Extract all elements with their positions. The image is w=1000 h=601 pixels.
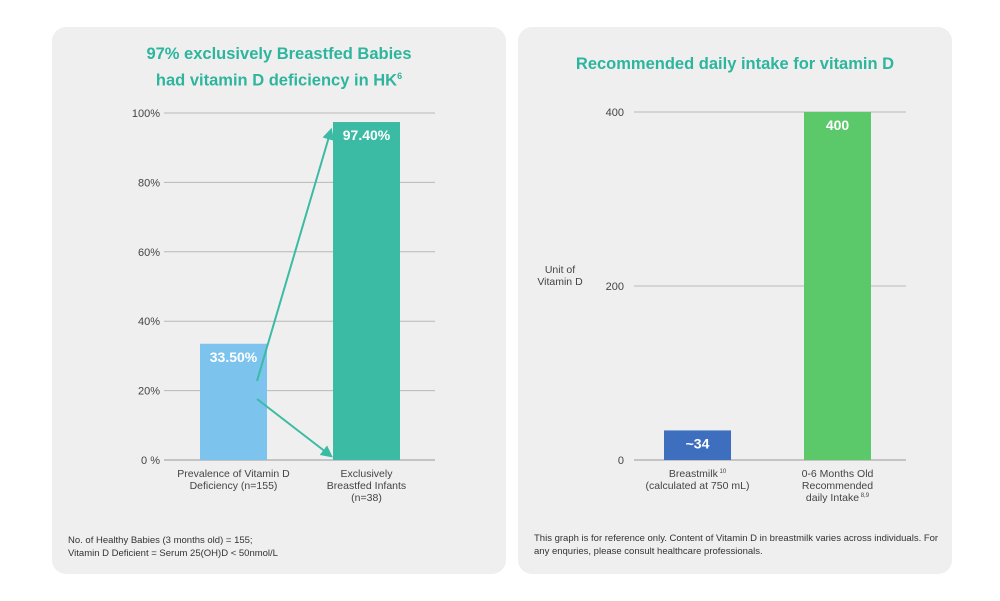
left-title-line1: 97% exclusively Breastfed Babies xyxy=(146,45,412,63)
right-chart-y-tick-label: 200 xyxy=(606,281,624,293)
left-footnote: No. of Healthy Babies (3 months old) = 1… xyxy=(68,534,278,560)
left-chart-category-label: Deficiency (n=155) xyxy=(190,480,278,492)
right-chart-bar-value-label: 400 xyxy=(826,117,850,133)
left-chart-category-label: Exclusively xyxy=(341,468,394,480)
right-chart-bar xyxy=(664,430,731,460)
left-chart-y-tick-label: 20% xyxy=(138,386,160,398)
right-chart-svg: 0 200 400 ~34 Breastmilk 10(calculated at 75… xyxy=(537,107,906,504)
right-chart-category-label: Recommended xyxy=(802,480,873,492)
left-chart-bar xyxy=(200,343,267,460)
left-chart-y-tick-label: 0 % xyxy=(141,455,160,467)
left-chart-y-tick-label: 80% xyxy=(138,177,160,189)
left-chart-bar-value-label: 33.50% xyxy=(210,349,258,365)
right-footnote: This graph is for reference only. Conten… xyxy=(534,532,938,558)
right-chart-category-label: Breastmilk 10 xyxy=(669,468,727,480)
right-chart-title: Recommended daily intake for vitamin D xyxy=(575,55,895,73)
left-chart-category-label: (n=38) xyxy=(351,492,382,504)
right-chart-category-sup: 10 xyxy=(718,469,727,475)
left-chart-arrow-up xyxy=(256,127,335,382)
left-chart-category-label: Prevalence of Vitamin D xyxy=(177,468,290,480)
right-chart-bar-value-label: ~34 xyxy=(686,435,710,451)
right-chart-y-tick-label: 400 xyxy=(606,107,624,119)
left-chart-y-tick-label: 40% xyxy=(138,316,160,328)
right-footnote-line2: any enquries, please consult healthcare … xyxy=(534,546,763,557)
left-chart-arrow-down xyxy=(256,398,333,458)
left-chart-title: 97% exclusively Breastfed Babies had vit… xyxy=(52,43,506,92)
right-chart-y-tick-label: 0 xyxy=(618,455,624,467)
right-chart-panel: Recommended daily intake for vitamin D 0… xyxy=(518,27,952,574)
right-chart-category-label: (calculated at 750 mL) xyxy=(646,480,750,492)
left-title-line2: had vitamin D deficiency in HK xyxy=(155,71,398,90)
right-chart-y-axis-label: Vitamin D xyxy=(537,276,583,288)
left-chart-bar xyxy=(333,122,400,460)
left-footnote-line2: Vitamin D Deficient = Serum 25(OH)D < 50… xyxy=(68,548,278,559)
left-chart-svg: 0 % 20% 40% 60% 80% 100% 33.50% Prevalence of V… xyxy=(132,108,435,504)
right-chart-category-label: 0-6 Months Old xyxy=(802,468,874,480)
right-chart-y-axis-label: Unit of xyxy=(545,264,575,276)
right-chart-category-sup: 8,9 xyxy=(859,493,870,499)
left-chart-panel: 97% exclusively Breastfed Babies had vit… xyxy=(52,27,506,574)
left-chart-bar-value-label: 97.40% xyxy=(343,127,391,143)
left-footnote-line1: No. of Healthy Babies (3 months old) = 1… xyxy=(68,535,253,546)
right-chart-category-label: daily Intake 8,9 xyxy=(806,492,870,504)
left-title-sup: 6 xyxy=(397,71,403,81)
left-chart-y-tick-label: 60% xyxy=(138,247,160,259)
left-chart-y-tick-label: 100% xyxy=(132,108,160,120)
left-chart-category-label: Breastfed Infants xyxy=(327,480,406,492)
right-footnote-line1: This graph is for reference only. Conten… xyxy=(534,533,939,544)
right-chart-bar xyxy=(804,112,871,460)
